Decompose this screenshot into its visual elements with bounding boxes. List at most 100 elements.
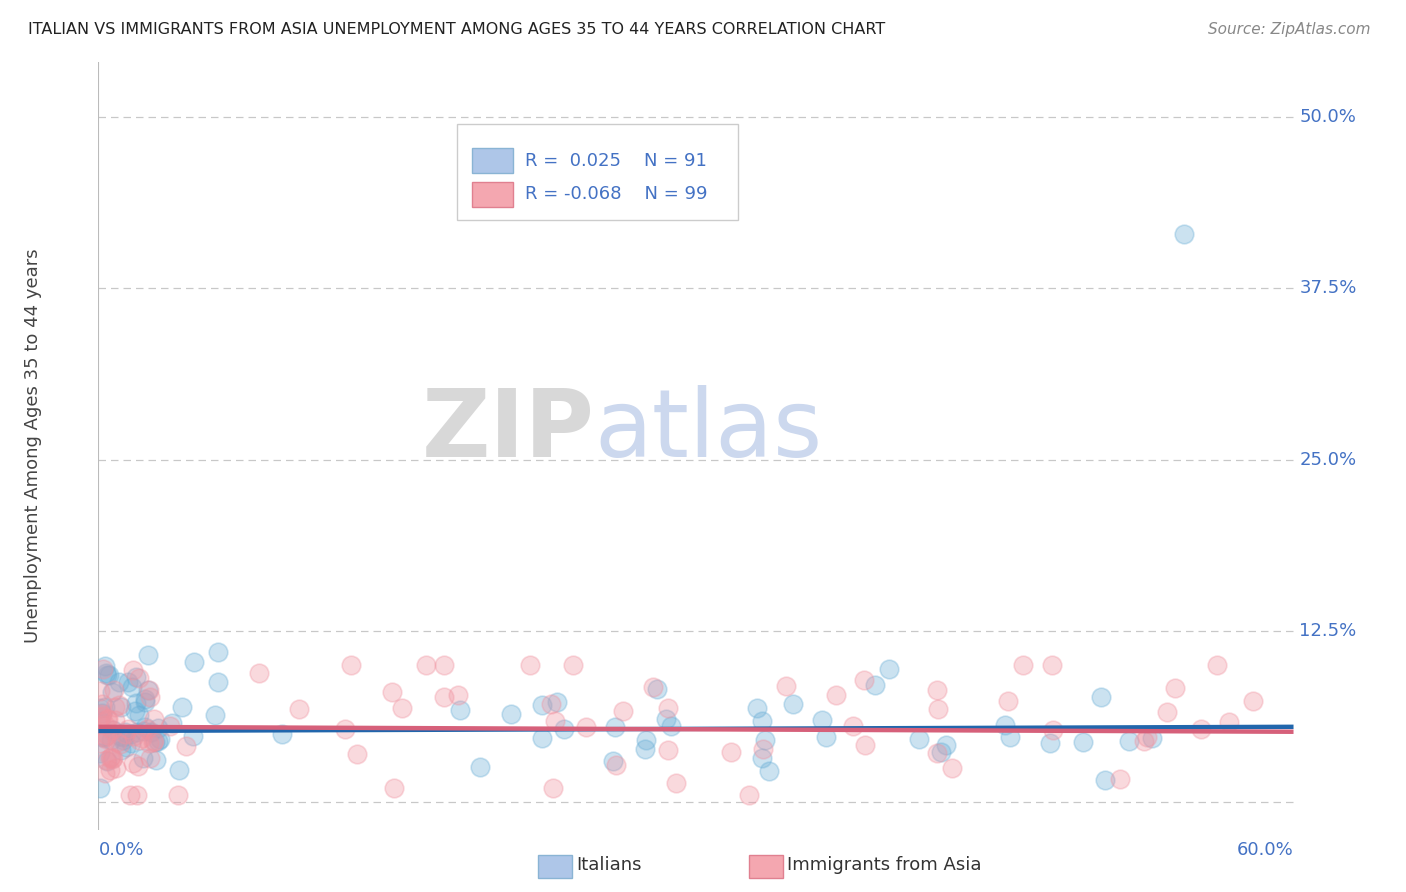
Point [98, 763, 121, 777]
Point [91, 709, 114, 723]
Point [131, 731, 153, 745]
Point [100, 750, 122, 764]
Point [121, 664, 143, 678]
Point [96, 754, 118, 768]
Point [720, 745, 742, 759]
Point [544, 714, 567, 728]
Text: atlas: atlas [595, 384, 823, 476]
FancyBboxPatch shape [457, 124, 738, 219]
Point [124, 704, 146, 718]
Point [110, 743, 132, 757]
Point [143, 713, 166, 727]
Point [94, 731, 117, 745]
Point [247, 665, 270, 680]
Point [636, 733, 658, 747]
Point [1241, 693, 1264, 707]
Point [138, 735, 160, 749]
Point [1109, 772, 1132, 786]
Point [925, 746, 948, 760]
Point [1071, 735, 1094, 749]
Point [1042, 723, 1064, 738]
Point [143, 735, 166, 749]
Point [207, 674, 229, 689]
Point [935, 738, 957, 752]
Point [108, 737, 131, 751]
Text: 50.0%: 50.0% [1299, 108, 1357, 127]
Text: 12.5%: 12.5% [1299, 622, 1357, 640]
Point [89, 781, 111, 796]
Point [1118, 734, 1140, 748]
Point [117, 674, 139, 689]
Point [530, 731, 553, 745]
Point [929, 745, 952, 759]
Point [553, 723, 575, 737]
Point [142, 734, 165, 748]
Point [602, 755, 624, 769]
Point [89, 736, 111, 750]
Point [112, 732, 135, 747]
Point [447, 688, 470, 702]
Point [825, 689, 848, 703]
Point [605, 758, 627, 772]
Point [101, 723, 124, 737]
Point [100, 733, 122, 747]
Point [91, 662, 114, 676]
Point [101, 723, 124, 738]
Point [105, 761, 128, 775]
Text: Immigrants from Asia: Immigrants from Asia [787, 856, 981, 874]
Point [1205, 658, 1227, 673]
Point [382, 780, 405, 795]
Point [134, 695, 156, 709]
Point [127, 758, 149, 772]
Point [174, 739, 197, 753]
Point [381, 685, 404, 699]
Point [114, 727, 136, 741]
Text: 0.0%: 0.0% [98, 840, 143, 858]
Point [96, 712, 118, 726]
Point [997, 694, 1019, 708]
Point [146, 721, 169, 735]
Point [138, 683, 160, 698]
FancyBboxPatch shape [472, 182, 513, 207]
Point [94, 700, 117, 714]
Point [128, 732, 150, 747]
Point [138, 751, 160, 765]
Text: ZIP: ZIP [422, 384, 595, 476]
Point [142, 734, 165, 748]
Point [183, 655, 205, 669]
Point [136, 683, 159, 698]
Point [96, 731, 118, 746]
Point [1040, 658, 1063, 673]
Point [167, 763, 190, 777]
Point [94, 659, 117, 673]
Point [1039, 736, 1062, 750]
Point [433, 658, 456, 673]
Text: 37.5%: 37.5% [1299, 279, 1357, 297]
Point [110, 730, 132, 744]
Point [181, 729, 204, 743]
Point [927, 701, 949, 715]
Point [101, 685, 124, 699]
Point [1189, 722, 1212, 736]
Point [633, 742, 655, 756]
Point [146, 734, 169, 748]
Point [94, 753, 117, 767]
Text: 25.0%: 25.0% [1299, 450, 1357, 468]
Point [207, 645, 229, 659]
Point [654, 712, 676, 726]
Point [108, 675, 131, 690]
Point [172, 699, 194, 714]
Point [1011, 658, 1033, 673]
Point [125, 696, 148, 710]
Point [97, 712, 120, 726]
Text: 60.0%: 60.0% [1237, 840, 1294, 858]
Point [751, 751, 773, 765]
Point [782, 697, 804, 711]
Point [111, 730, 134, 744]
Point [659, 719, 682, 733]
Text: Unemployment Among Ages 35 to 44 years: Unemployment Among Ages 35 to 44 years [24, 249, 42, 643]
Point [122, 729, 145, 743]
Point [657, 743, 679, 757]
Point [1173, 227, 1195, 241]
Point [641, 680, 664, 694]
